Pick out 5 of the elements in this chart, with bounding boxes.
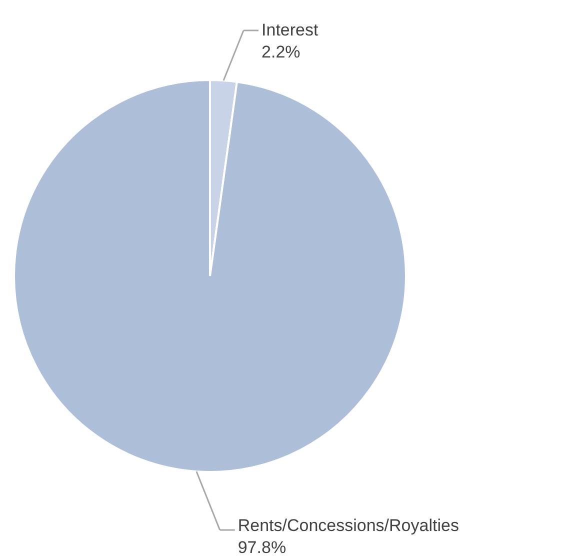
data-label: 2.2% xyxy=(262,42,300,62)
data-label: 97.8% xyxy=(238,538,286,557)
slice-label: Interest xyxy=(262,20,319,40)
pie-slice xyxy=(13,79,407,473)
slice-label: Rents/Concessions/Royalties xyxy=(238,516,459,535)
